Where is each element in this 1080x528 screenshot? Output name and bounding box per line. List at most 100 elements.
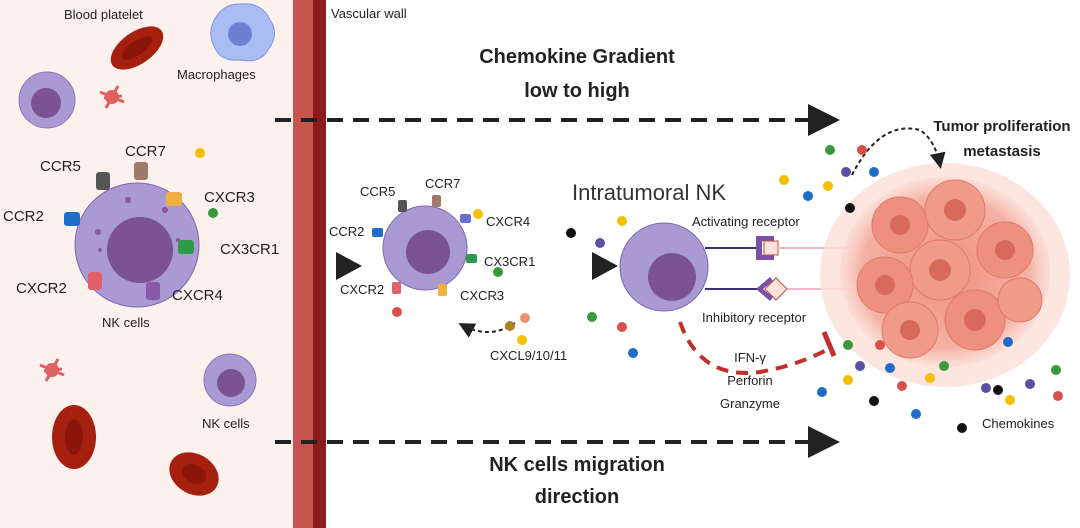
chemokine-dot: [825, 145, 835, 155]
chemokine-dot: [779, 175, 789, 185]
proliferation-arrow: [851, 127, 946, 176]
chemokine-dot: [817, 387, 827, 397]
inhibitory-receptor-label: Inhibitory receptor: [702, 310, 807, 325]
ccr7-mid-label: CCR7: [425, 176, 460, 191]
cx3cr1-mid-label: CX3CR1: [484, 254, 535, 269]
arrowhead-icon: [336, 252, 362, 280]
red-blood-cell: [169, 452, 219, 496]
chemokine-dot: [843, 340, 853, 350]
cxcr4-receptor-icon: [460, 214, 471, 223]
chemokine-dot: [595, 238, 605, 248]
activating-receptor-label: Activating receptor: [692, 214, 800, 229]
chemokine-dot: [981, 383, 991, 393]
ccr7-receptor-icon: [134, 162, 148, 180]
chemokine-dot: [493, 267, 503, 277]
chemokine-dot: [473, 209, 483, 219]
chemokine-dot: [939, 361, 949, 371]
tumor-proliferation-label: Tumor proliferation: [933, 118, 1070, 135]
gradient-title-line2: low to high: [524, 80, 630, 102]
chemokine-dot: [885, 363, 895, 373]
cxcr2-receptor-icon: [392, 282, 401, 294]
nk-cells-main-label: NK cells: [102, 315, 150, 330]
ccr2-label: CCR2: [3, 208, 44, 225]
nk-cells-lower-label: NK cells: [202, 416, 250, 431]
cx3cr1-receptor-icon: [466, 254, 477, 263]
cxcr3-label: CXCR3: [204, 189, 255, 206]
cytotoxic-effect-line: [678, 321, 833, 375]
chemokine-dot: [823, 181, 833, 191]
cxcr4-receptor-icon: [146, 282, 160, 300]
nk-cell-icon: [18, 71, 76, 129]
ccr7-receptor-icon: [432, 195, 441, 207]
tumor-mass: [820, 163, 1070, 387]
chemokine-dot: [957, 423, 967, 433]
cxcr3-receptor-icon: [166, 192, 182, 206]
chemokine-dot: [855, 361, 865, 371]
cxcr2-receptor-icon: [88, 272, 102, 290]
chemokine-dot: [1005, 395, 1015, 405]
inhibitory-receptor-icon: [756, 277, 773, 301]
red-blood-cell: [110, 26, 164, 70]
cx3cr1-label: CX3CR1: [220, 241, 279, 258]
cxcl-label: CXCL9/10/11: [490, 348, 567, 363]
metastasis-label: metastasis: [963, 143, 1041, 160]
chemokine-dot: [857, 145, 867, 155]
chemokine-dot: [869, 167, 879, 177]
inhibition-bar: [821, 331, 837, 357]
cxcr2-mid-label: CXCR2: [340, 282, 384, 297]
chemokine-dot: [875, 340, 885, 350]
chemokine-dot: [617, 322, 627, 332]
chemokine-dot: [841, 167, 851, 177]
chemokine-dot: [1003, 337, 1013, 347]
chemokine-dot: [517, 335, 527, 345]
chemokine-dot: [587, 312, 597, 322]
intratumoral-nk-label: Intratumoral NK: [572, 180, 726, 205]
ifn-gamma-label: IFN-γ: [734, 350, 766, 365]
chemokine-dot: [897, 381, 907, 391]
chemokine-dot: [628, 348, 638, 358]
chemokine-dot: [195, 148, 205, 158]
macrophage-icon: [210, 3, 275, 62]
cxcr4-label: CXCR4: [172, 287, 223, 304]
chemokine-dot: [566, 228, 576, 238]
chemokine-dot: [803, 191, 813, 201]
migration-title-line2: direction: [535, 486, 619, 508]
ccr5-receptor-icon: [96, 172, 110, 190]
chemokine-dot: [845, 203, 855, 213]
cx3cr1-receptor-icon: [178, 240, 194, 254]
chemokine-dot: [208, 208, 218, 218]
ccr5-receptor-icon: [398, 200, 407, 212]
arrowhead-icon: [592, 252, 618, 280]
cxcr3-mid-label: CXCR3: [460, 288, 504, 303]
chemokine-dot: [843, 375, 853, 385]
chemokine-dot: [392, 307, 402, 317]
activating-receptor-icon: [756, 236, 774, 260]
perforin-label: Perforin: [727, 373, 773, 388]
nk-cell-main: [64, 162, 200, 308]
chemokine-dot: [520, 313, 530, 323]
chemokine-dot: [1025, 379, 1035, 389]
vascular-wall-label: Vascular wall: [331, 6, 407, 21]
chemokine-dot: [1053, 391, 1063, 401]
chemokine-dot: [505, 321, 515, 331]
platelet-icon: [39, 358, 65, 382]
macrophages-label: Macrophages: [177, 67, 256, 82]
activating-ligand-icon: [763, 240, 779, 256]
chemokine-dot: [1051, 365, 1061, 375]
cxcr4-mid-label: CXCR4: [486, 214, 530, 229]
ccr5-label: CCR5: [40, 158, 81, 175]
ccr2-receptor-icon: [64, 212, 80, 226]
blood-platelet-label: Blood platelet: [64, 7, 143, 22]
red-blood-cell: [52, 405, 96, 469]
chemokine-dot: [617, 216, 627, 226]
chemokine-dot: [869, 396, 879, 406]
cxcr3-receptor-icon: [438, 284, 447, 296]
chemokines-label: Chemokines: [982, 416, 1055, 431]
platelet-icon: [99, 85, 125, 109]
migration-title-line1: NK cells migration: [489, 454, 665, 476]
ccr2-mid-label: CCR2: [329, 224, 364, 239]
ccr5-mid-label: CCR5: [360, 184, 395, 199]
nk-cell-icon: [203, 353, 257, 407]
